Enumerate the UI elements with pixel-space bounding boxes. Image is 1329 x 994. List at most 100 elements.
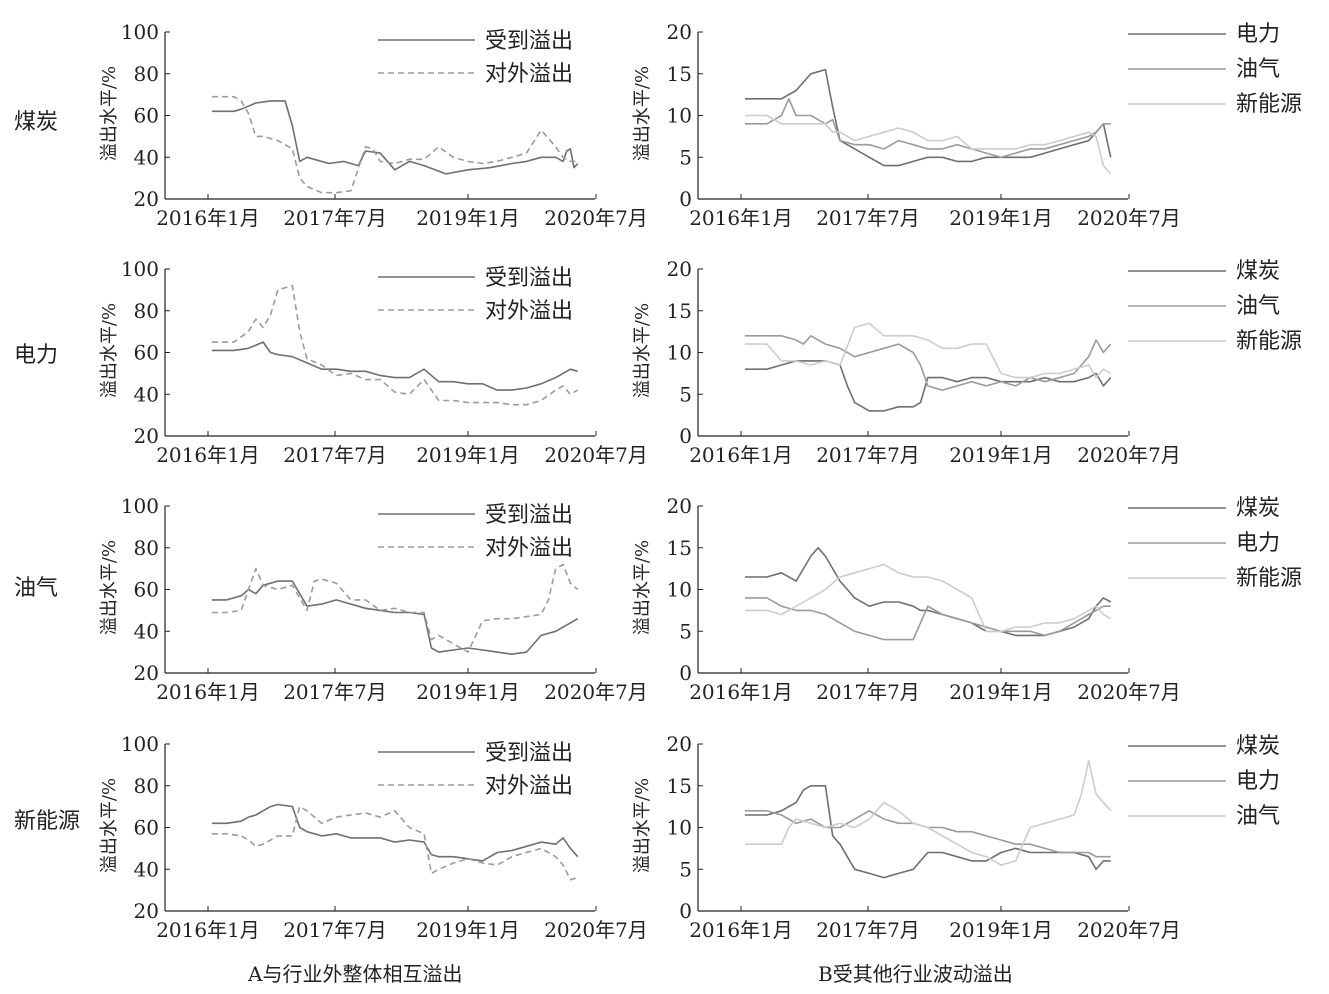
x-tick-label: 2019年1月 — [416, 680, 520, 704]
y-tick-label: 10 — [667, 104, 692, 128]
x-tick-label: 2020年7月 — [1077, 918, 1181, 942]
legend-label-煤炭: 煤炭 — [1236, 259, 1280, 284]
y-tick-label: 40 — [134, 382, 159, 406]
x-tick-label: 2016年1月 — [156, 680, 260, 704]
series-line-油气 — [744, 334, 1112, 391]
series-line-油气 — [744, 759, 1112, 866]
series-line-电力 — [744, 68, 1112, 167]
x-tick-label: 2016年1月 — [156, 206, 260, 230]
y-axis-label: 溢出水平/% — [632, 540, 653, 635]
y-tick-label: 20 — [667, 494, 692, 518]
x-tick-label: 2016年1月 — [156, 443, 260, 467]
series-line-油气 — [744, 98, 1111, 159]
y-tick-label: 5 — [679, 857, 692, 881]
y-tick-label: 60 — [134, 341, 159, 365]
legend-label-新能源: 新能源 — [1236, 329, 1302, 354]
x-tick-label: 2016年1月 — [689, 918, 793, 942]
x-tick-label: 2017年7月 — [283, 206, 387, 230]
y-axis-label: 溢出水平/% — [99, 778, 120, 873]
y-tick-label: 10 — [667, 341, 692, 365]
y-tick-label: 0 — [679, 661, 692, 685]
legend-label-对外溢出: 对外溢出 — [485, 299, 573, 324]
y-tick-label: 10 — [667, 816, 692, 840]
y-tick-label: 20 — [134, 661, 159, 685]
x-tick-label: 2016年1月 — [689, 680, 793, 704]
chart-A-油气: 20 40 60 80 100 2016年1月 2017年7月 2019年1月 2020年7月 溢… — [99, 494, 648, 704]
x-tick-label: 2017年7月 — [816, 680, 920, 704]
caption-right: B受其他行业波动溢出 — [818, 962, 1013, 986]
x-tick-label: 2017年7月 — [283, 680, 387, 704]
y-tick-label: 20 — [134, 424, 159, 448]
y-tick-label: 15 — [667, 536, 692, 560]
y-tick-label: 100 — [121, 20, 159, 44]
series-line-对外溢出 — [211, 805, 578, 881]
chart-B-油气: 0 5 10 15 20 2016年1月 2017年7月 2019年1月 2020年7月 溢出水平… — [632, 494, 1302, 704]
y-tick-label: 80 — [134, 536, 159, 560]
legend-label-受到溢出: 受到溢出 — [485, 741, 573, 766]
legend-label-电力: 电力 — [1236, 769, 1280, 794]
legend-label-煤炭: 煤炭 — [1236, 734, 1280, 759]
x-tick-label: 2020年7月 — [1077, 680, 1181, 704]
legend-label-对外溢出: 对外溢出 — [485, 774, 573, 799]
series-line-对外溢出 — [211, 95, 578, 194]
y-tick-label: 0 — [679, 899, 692, 923]
row-label-newenergy: 新能源 — [14, 809, 81, 834]
x-tick-label: 2017年7月 — [283, 918, 387, 942]
series-line-煤炭 — [744, 546, 1112, 637]
y-tick-label: 20 — [134, 899, 159, 923]
y-tick-label: 80 — [134, 62, 159, 86]
y-tick-label: 10 — [667, 578, 692, 602]
legend-label-受到溢出: 受到溢出 — [485, 503, 573, 528]
x-tick-label: 2019年1月 — [416, 206, 520, 230]
series-line-煤炭 — [744, 784, 1111, 879]
y-tick-label: 60 — [134, 104, 159, 128]
x-tick-label: 2019年1月 — [949, 680, 1053, 704]
series-line-对外溢出 — [211, 563, 579, 653]
series-line-新能源 — [744, 114, 1112, 175]
y-tick-label: 40 — [134, 619, 159, 643]
x-tick-label: 2017年7月 — [816, 918, 920, 942]
y-tick-label: 20 — [134, 187, 159, 211]
chart-A-煤炭: 20 40 60 80 100 2016年1月 2017年7月 2019年1月 2020年7月 溢… — [99, 20, 648, 230]
x-tick-label: 2020年7月 — [544, 206, 648, 230]
x-tick-label: 2016年1月 — [689, 443, 793, 467]
y-tick-label: 0 — [679, 424, 692, 448]
y-tick-label: 15 — [667, 774, 692, 798]
x-tick-label: 2017年7月 — [283, 443, 387, 467]
series-line-受到溢出 — [211, 803, 579, 862]
x-tick-label: 2020年7月 — [544, 680, 648, 704]
y-tick-label: 15 — [667, 62, 692, 86]
y-axis-label: 溢出水平/% — [632, 778, 653, 873]
x-tick-label: 2019年1月 — [949, 443, 1053, 467]
chart-B-煤炭: 0 5 10 15 20 2016年1月 2017年7月 2019年1月 2020年7月 溢出水平… — [632, 20, 1302, 230]
y-tick-label: 100 — [121, 494, 159, 518]
y-axis-label: 溢出水平/% — [632, 66, 653, 161]
legend-label-电力: 电力 — [1236, 22, 1280, 47]
legend-label-煤炭: 煤炭 — [1236, 496, 1280, 521]
y-tick-label: 20 — [667, 732, 692, 756]
series-line-受到溢出 — [211, 580, 579, 656]
legend-label-对外溢出: 对外溢出 — [485, 62, 573, 87]
row-label-coal: 煤炭 — [14, 110, 59, 135]
series-line-电力 — [744, 597, 1111, 641]
x-tick-label: 2020年7月 — [544, 443, 648, 467]
y-axis-label: 溢出水平/% — [99, 303, 120, 398]
y-tick-label: 0 — [679, 187, 692, 211]
x-tick-label: 2019年1月 — [949, 918, 1053, 942]
caption-left: A与行业外整体相互溢出 — [248, 962, 463, 986]
y-tick-label: 60 — [134, 816, 159, 840]
series-line-受到溢出 — [211, 100, 579, 175]
legend-label-受到溢出: 受到溢出 — [485, 266, 573, 291]
x-tick-label: 2019年1月 — [416, 443, 520, 467]
series-line-新能源 — [744, 322, 1112, 379]
legend-label-受到溢出: 受到溢出 — [485, 29, 573, 54]
series-line-电力 — [744, 809, 1111, 858]
y-tick-label: 20 — [667, 20, 692, 44]
chart-A-新能源: 20 40 60 80 100 2016年1月 2017年7月 2019年1月 2020年7月 溢… — [99, 732, 648, 942]
legend-label-油气: 油气 — [1236, 294, 1280, 319]
chart-A-电力: 20 40 60 80 100 2016年1月 2017年7月 2019年1月 2020年7月 溢… — [99, 257, 648, 467]
y-tick-label: 100 — [121, 257, 159, 281]
series-line-对外溢出 — [211, 284, 579, 406]
x-tick-label: 2016年1月 — [689, 206, 793, 230]
